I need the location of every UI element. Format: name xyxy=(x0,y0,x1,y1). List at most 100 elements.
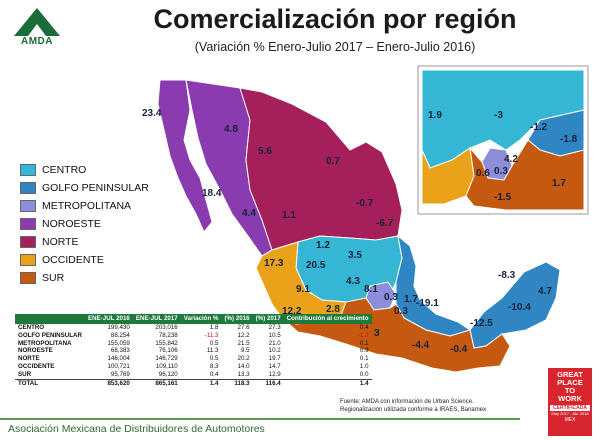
legend-item-sur: SUR xyxy=(20,271,64,285)
inset-label: 0.3 xyxy=(494,166,508,177)
table-cell: 68,383 xyxy=(110,347,130,355)
region-sur xyxy=(281,297,511,373)
map-label: -4.4 xyxy=(412,340,430,351)
inset-label: 4.2 xyxy=(504,154,518,165)
inset-label: 1.7 xyxy=(552,178,566,189)
table-row: OCCIDENTE 100,721 109,110 8.3 14.0 14.7 1.0 xyxy=(15,363,372,371)
table-cell: 20.2 xyxy=(237,355,250,363)
table-cell: 10.2 xyxy=(268,347,281,355)
map-label: 5.6 xyxy=(258,146,272,157)
table-cell: 155,059 xyxy=(107,339,130,347)
table-cell: 155,842 xyxy=(155,339,178,347)
table-cell: 109,110 xyxy=(155,362,178,370)
source-line: Regionalización utilizada conforme a IRA… xyxy=(340,407,487,413)
badge-line: May 2017 - Abr 2018 xyxy=(551,411,589,416)
table-cell: 0.1 xyxy=(359,339,369,347)
table-cell: 0.4 xyxy=(209,370,219,378)
table-cell: 27.6 xyxy=(237,324,250,331)
table-header: Contribución al crecimiento xyxy=(283,314,372,324)
table-row: METROPOLITANA 155,059 155,842 0.5 21.5 21.0 0.… xyxy=(15,340,372,348)
great-place-to-work-badge: GREAT PLACE TO WORK CERTIFICADA May 2017… xyxy=(548,368,592,436)
table-header: ENE-JUL 2016 xyxy=(85,314,133,324)
table-cell: 8.3 xyxy=(209,362,219,370)
table-row-name: TOTAL xyxy=(15,378,85,388)
table-cell: 78,238 xyxy=(158,331,178,339)
map-label: 23.4 xyxy=(142,108,162,119)
map-label: -19.1 xyxy=(416,298,439,309)
table-cell: 21.0 xyxy=(268,339,281,347)
table-cell: 76,106 xyxy=(158,347,178,355)
badge-line: PLACE xyxy=(557,378,583,387)
table-cell: 96,120 xyxy=(158,370,178,378)
inset-map xyxy=(417,65,589,215)
legend-item-occidente: OCCIDENTE xyxy=(20,253,104,267)
table-cell: -11.3 xyxy=(204,331,219,339)
legend-item-golfo-peninsular: GOLFO PENINSULAR xyxy=(20,181,149,195)
map-label: -6.7 xyxy=(376,218,394,229)
map-label: 2.8 xyxy=(326,304,340,315)
page-title: Comercialización por región xyxy=(153,4,517,34)
table-cell: -1.2 xyxy=(357,331,369,339)
table-cell: 19.7 xyxy=(268,355,281,363)
table-row-name: SUR xyxy=(18,370,32,378)
table-row: NOROESTE 68,383 76,106 11.3 9.5 10.2 0.9 xyxy=(15,347,372,355)
map-label: 9.1 xyxy=(296,284,310,295)
map-label: -8.3 xyxy=(498,270,516,281)
table-cell: 9.5 xyxy=(240,347,250,355)
legend-label: SUR xyxy=(42,272,65,284)
table-cell: 0.5 xyxy=(209,355,219,363)
table-header: (%) 2016 xyxy=(221,314,253,324)
table-header: ENE-JUL 2017 xyxy=(132,314,181,324)
map-label: 18.4 xyxy=(202,188,222,199)
table-row: NORTE 146,004 146,729 0.5 20.2 19.7 0.1 xyxy=(15,355,372,363)
map-label: 4.7 xyxy=(538,286,552,297)
map-label: 1.2 xyxy=(316,240,330,251)
map-label: 8.1 xyxy=(364,284,378,295)
swatch-sur xyxy=(20,272,36,284)
table-row-name: OCCIDENTE xyxy=(18,362,55,370)
table-cell: 13.3 xyxy=(237,370,250,378)
legend-item-norte: NORTE xyxy=(20,235,79,249)
map-label: 0.7 xyxy=(326,156,340,167)
table-total-row: TOTAL 853,620 865,161 1.4 118.3 116.4 1.4 xyxy=(15,378,372,388)
map-label: -0.4 xyxy=(450,344,468,355)
table-cell: 88,254 xyxy=(110,331,130,339)
map-label: -10.4 xyxy=(508,302,531,313)
legend-label: GOLFO PENINSULAR xyxy=(42,182,149,194)
legend-item-centro: CENTRO xyxy=(20,163,86,177)
table-cell: 146,729 xyxy=(155,355,178,363)
inset-label: 1.9 xyxy=(428,110,442,121)
swatch-golfo-peninsular xyxy=(20,182,36,194)
inset-label: -1.8 xyxy=(560,134,578,145)
table-header: Variación % xyxy=(180,314,222,324)
region-baja-california xyxy=(157,79,213,233)
map-label: 4.4 xyxy=(242,208,256,219)
source-line: Fuente: AMDA con información de Urban Sc… xyxy=(340,399,474,405)
table-cell: 95,769 xyxy=(110,370,130,378)
legend-item-metropolitana: METROPOLITANA xyxy=(20,199,131,213)
swatch-norte xyxy=(20,236,36,248)
inset-sur xyxy=(465,139,585,211)
badge-line: WORK xyxy=(558,394,582,403)
badge-line: GREAT xyxy=(557,370,583,379)
table-cell: 1.0 xyxy=(359,362,369,370)
map-label: 20.5 xyxy=(306,260,326,271)
table-row-name: METROPOLITANA xyxy=(18,339,72,347)
swatch-metropolitana xyxy=(20,200,36,212)
table-row-name: NOROESTE xyxy=(18,347,53,355)
inset-label: -1.2 xyxy=(530,122,548,133)
table-cell: 1.4 xyxy=(180,378,222,388)
inset-label: 0.6 xyxy=(476,168,490,179)
legend-label: NOROESTE xyxy=(42,218,101,230)
table-cell: 199,430 xyxy=(107,324,130,331)
table-cell: 0.0 xyxy=(359,370,369,378)
map-label: 1.7 xyxy=(404,294,418,305)
map-label: 0.3 xyxy=(384,292,398,303)
inset-label: -3 xyxy=(494,110,503,121)
legend-label: NORTE xyxy=(42,236,79,248)
table-row-name: NORTE xyxy=(18,355,40,363)
mountain-icon xyxy=(14,8,60,36)
map-label: 1.1 xyxy=(282,210,296,221)
table-cell: 0.9 xyxy=(359,347,369,355)
